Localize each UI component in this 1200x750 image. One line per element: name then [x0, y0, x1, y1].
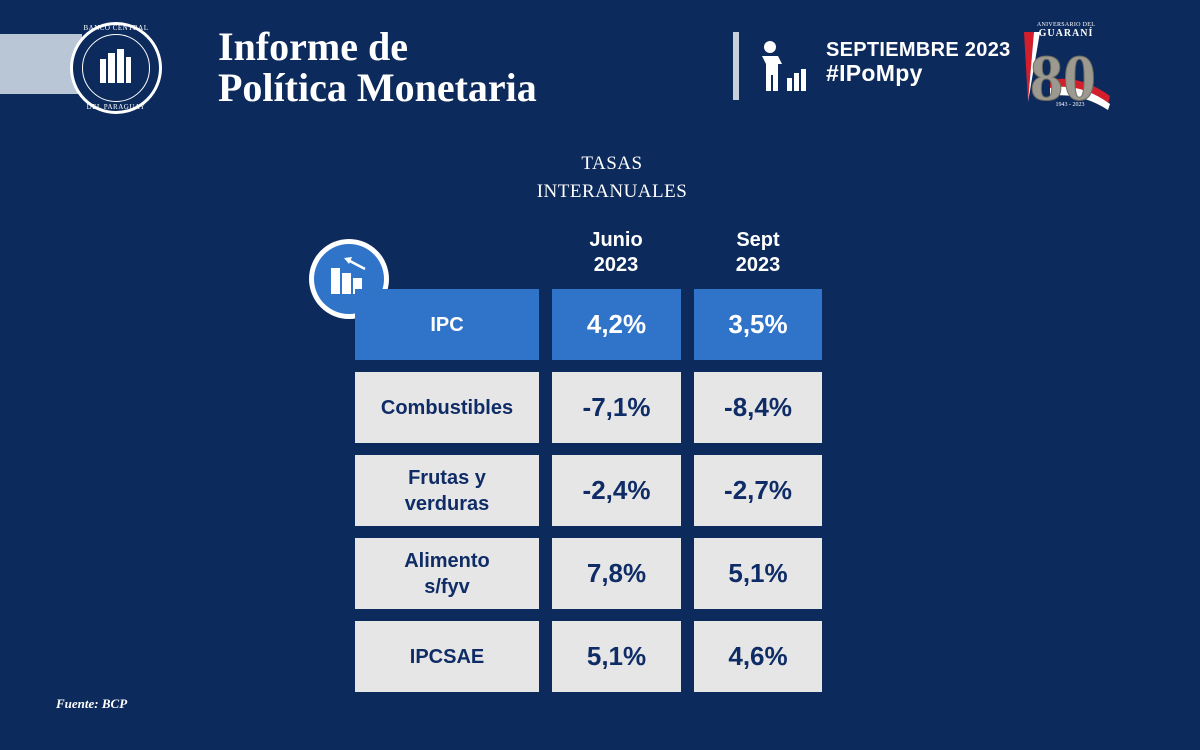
anniversary-small-text: ANIVERSARIO DEL: [1036, 22, 1096, 28]
value-combustibles-sept: -8,4%: [694, 372, 822, 443]
value-frutas-junio: -2,4%: [552, 455, 681, 526]
section-title-line2: INTERANUALES: [536, 181, 688, 202]
header-divider: [733, 32, 739, 100]
source-note: Fuente: BCP: [56, 696, 128, 711]
value-alimento-junio: 7,8%: [552, 538, 681, 609]
value-combustibles-junio: -7,1%: [552, 372, 681, 443]
presenter-chart-icon: [762, 41, 806, 91]
column-header-sept: Sept 2023: [694, 228, 822, 278]
row-label-combustibles: Combustibles: [355, 372, 539, 443]
seal-inner-ring: [82, 34, 150, 102]
value-ipcsae-sept: 4,6%: [694, 621, 822, 692]
report-date-text: SEPTIEMBRE 2023: [826, 39, 1011, 61]
row-label-frutas-verduras: Frutas y verduras: [355, 455, 539, 526]
column-header-line2: 2023: [735, 254, 781, 276]
anniversary-graphic: 80: [1024, 32, 1110, 116]
value-alimento-sept: 5,1%: [694, 538, 822, 609]
report-date: SEPTIEMBRE 2023 #IPoMpy: [826, 39, 1011, 85]
column-header-line1: Sept: [736, 229, 780, 251]
column-header-line1: Junio: [589, 229, 643, 251]
column-header-junio: Junio 2023: [552, 228, 680, 278]
header: [0, 0, 1200, 130]
anniversary-years: 1943 - 2023: [1055, 102, 1085, 108]
anniversary-number: 80: [1030, 42, 1096, 112]
value-ipcsae-junio: 5,1%: [552, 621, 681, 692]
section-title: TASAS INTERANUALES: [462, 150, 762, 206]
page-title: Informe de Política Monetaria: [218, 26, 537, 108]
row-label-alimento: Alimento s/fyv: [355, 538, 539, 609]
header-accent-strip: [0, 34, 82, 94]
seal-bottom-text: DEL PARAGUAY: [86, 103, 146, 111]
hashtag[interactable]: #IPoMpy: [826, 60, 923, 86]
page-title-line1: Informe de: [218, 24, 408, 69]
page-title-line2: Política Monetaria: [218, 65, 537, 110]
row-label-ipc: IPC: [355, 289, 539, 360]
section-title-line1: TASAS: [581, 153, 643, 174]
anniversary-logo: 80 ANIVERSARIO DEL GUARANÍ 1943 - 2023: [1020, 22, 1112, 116]
seal-building-icon: [100, 49, 131, 83]
bank-seal-icon: BANCO CENTRAL DEL PARAGUAY: [70, 22, 162, 114]
row-label-ipcsae: IPCSAE: [355, 621, 539, 692]
column-header-line2: 2023: [593, 254, 639, 276]
value-frutas-sept: -2,7%: [694, 455, 822, 526]
seal-top-text: BANCO CENTRAL: [83, 24, 149, 32]
value-ipc-sept: 3,5%: [694, 289, 822, 360]
anniversary-name: GUARANÍ: [1038, 28, 1094, 39]
value-ipc-junio: 4,2%: [552, 289, 681, 360]
